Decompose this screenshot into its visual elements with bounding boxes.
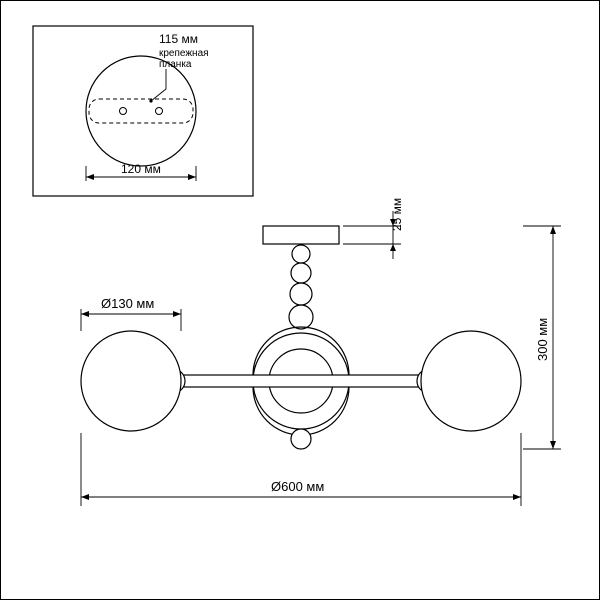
globe-left (81, 331, 181, 431)
inset-base-circle (86, 56, 196, 166)
dim-300: 300 мм (523, 226, 561, 449)
inset-plate-width-label: 115 мм (159, 32, 198, 46)
dim-25: 25 мм (343, 198, 404, 259)
arm-bar (151, 375, 451, 387)
inset-leader (151, 69, 166, 101)
inset-hole-right (156, 108, 163, 115)
dim-300-label: 300 мм (535, 318, 550, 361)
dim-25-label: 25 мм (390, 198, 404, 231)
inset-hole-left (120, 108, 127, 115)
diagram-svg: 115 мм крепежная планка 120 мм (1, 1, 599, 599)
inset-dim-120: 120 мм (86, 162, 196, 181)
inset-plate (89, 99, 193, 123)
stem (289, 245, 313, 329)
ceiling-cap (263, 226, 339, 244)
dim-600-label: Ø600 мм (271, 479, 324, 494)
globe-right (421, 331, 521, 431)
inset-group: 115 мм крепежная планка 120 мм (33, 26, 253, 196)
bottom-bead (291, 429, 311, 449)
inset-dim-120-label: 120 мм (121, 162, 161, 176)
inset-leader-dot (149, 99, 152, 102)
dim-130-label: Ø130 мм (101, 296, 154, 311)
drawing-canvas: 115 мм крепежная планка 120 мм (0, 0, 600, 600)
main-view: 25 мм (81, 198, 561, 506)
inset-plate-name-1: крепежная (159, 48, 209, 59)
inset-plate-name-2: планка (159, 59, 192, 70)
dim-130: Ø130 мм (81, 296, 181, 331)
